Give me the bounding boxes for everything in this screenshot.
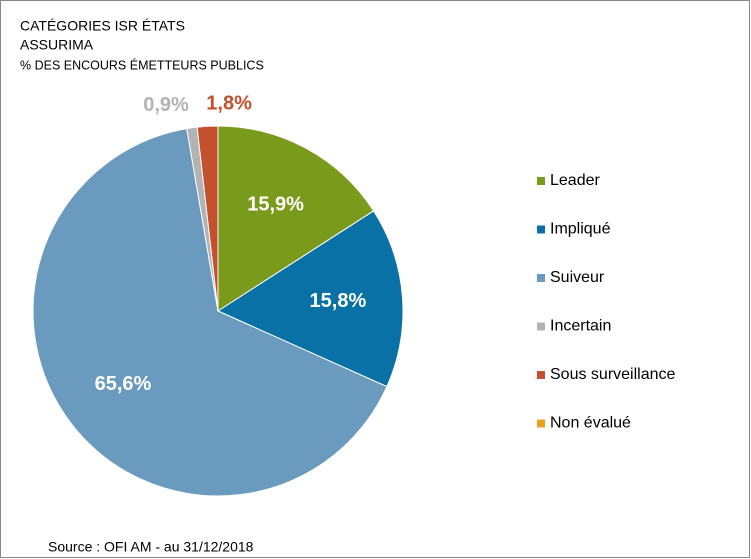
- legend-label: Incertain: [550, 318, 611, 335]
- data-label: 0,9%: [143, 94, 189, 116]
- unit-label: % DES ENCOURS ÉMETTEURS PUBLICS: [20, 57, 264, 72]
- chart-title: CATÉGORIES ISR ÉTATS: [20, 18, 185, 34]
- legend-label: Impliqué: [550, 221, 611, 238]
- data-label: 15,8%: [310, 290, 367, 312]
- legend-label: Leader: [550, 172, 600, 189]
- legend-swatch: [537, 419, 545, 428]
- legend-swatch: [537, 274, 545, 282]
- legend-swatch: [537, 177, 545, 185]
- data-label: 15,9%: [247, 194, 304, 216]
- pie-slice: [32, 128, 388, 497]
- chart-subtitle: ASSURIMA: [20, 37, 94, 53]
- data-label: 1,8%: [206, 92, 252, 114]
- legend-swatch: [537, 225, 545, 234]
- pie-slice: [217, 125, 375, 312]
- legend-swatch: [537, 371, 545, 379]
- data-label: 65,6%: [95, 373, 152, 395]
- legend-label: Non évalué: [550, 415, 631, 432]
- pie-slice: [216, 210, 404, 388]
- legend-swatch: [537, 322, 545, 331]
- legend-label: Suiveur: [550, 269, 605, 286]
- source: Source : OFI AM - au 31/12/2018: [48, 539, 254, 555]
- legend-label: Sous surveillance: [550, 366, 676, 383]
